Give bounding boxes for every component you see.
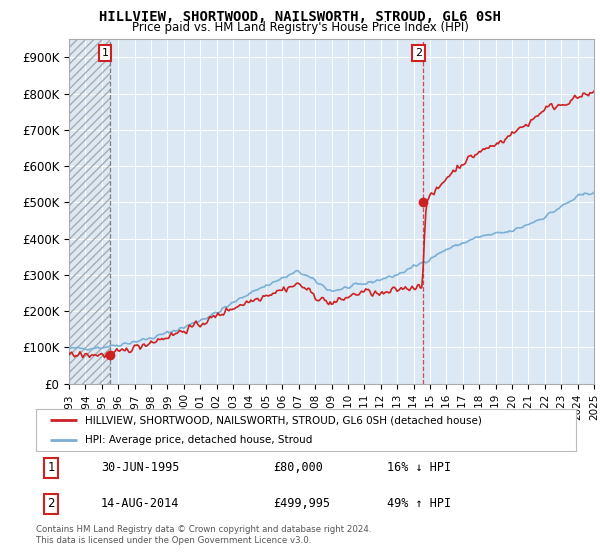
Text: Price paid vs. HM Land Registry's House Price Index (HPI): Price paid vs. HM Land Registry's House … [131,21,469,34]
Text: 2: 2 [415,48,422,58]
Text: £80,000: £80,000 [274,461,323,474]
Text: 14-AUG-2014: 14-AUG-2014 [101,497,179,510]
Text: 2: 2 [47,497,55,510]
Text: HILLVIEW, SHORTWOOD, NAILSWORTH, STROUD, GL6 0SH: HILLVIEW, SHORTWOOD, NAILSWORTH, STROUD,… [99,10,501,24]
Text: 30-JUN-1995: 30-JUN-1995 [101,461,179,474]
Text: 49% ↑ HPI: 49% ↑ HPI [387,497,451,510]
Text: £499,995: £499,995 [274,497,331,510]
Bar [69,39,110,384]
Text: 1: 1 [47,461,55,474]
Bar [69,39,110,384]
Text: HPI: Average price, detached house, Stroud: HPI: Average price, detached house, Stro… [85,435,312,445]
Text: Contains HM Land Registry data © Crown copyright and database right 2024.
This d: Contains HM Land Registry data © Crown c… [36,525,371,545]
Text: HILLVIEW, SHORTWOOD, NAILSWORTH, STROUD, GL6 0SH (detached house): HILLVIEW, SHORTWOOD, NAILSWORTH, STROUD,… [85,415,481,425]
Text: 1: 1 [101,48,109,58]
Text: 16% ↓ HPI: 16% ↓ HPI [387,461,451,474]
